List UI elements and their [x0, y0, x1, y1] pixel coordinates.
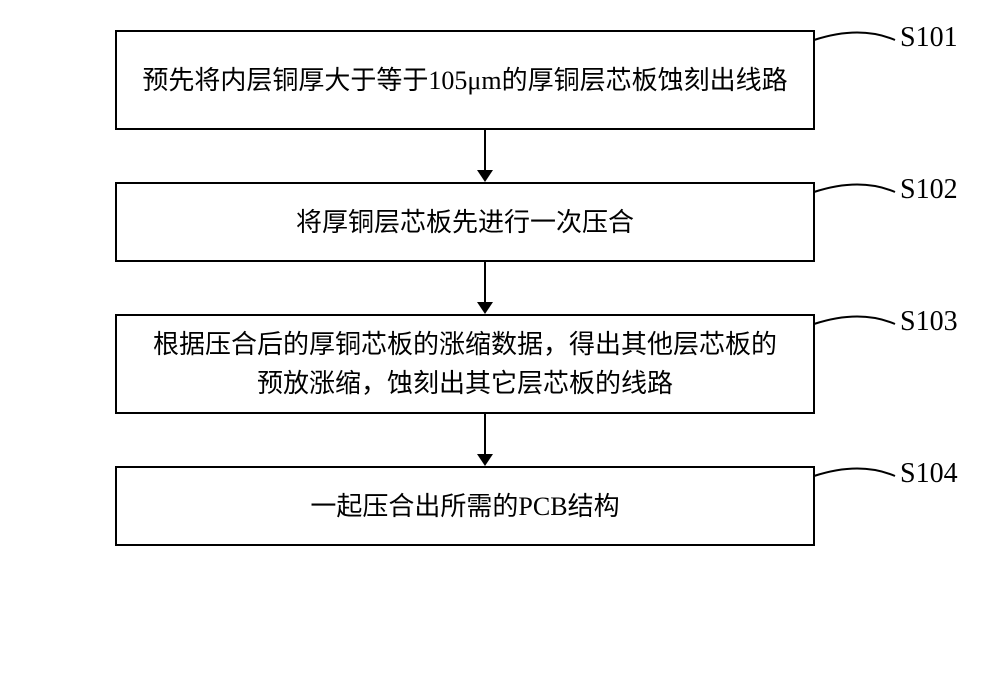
- step-label-4: S104: [900, 458, 958, 490]
- step-box-4: 一起压合出所需的PCB结构: [115, 466, 815, 546]
- step-container-4: 一起压合出所需的PCB结构 S104: [0, 466, 1000, 546]
- step-container-1: 预先将内层铜厚大于等于105μm的厚铜层芯板蚀刻出线路 S101: [0, 30, 1000, 130]
- step-text-2: 将厚铜层芯板先进行一次压合: [296, 203, 634, 242]
- step-label-1: S101: [900, 22, 958, 54]
- step-box-2: 将厚铜层芯板先进行一次压合: [115, 182, 815, 262]
- step-container-3: 根据压合后的厚铜芯板的涨缩数据，得出其他层芯板的预放涨缩，蚀刻出其它层芯板的线路…: [0, 314, 1000, 414]
- step-container-2: 将厚铜层芯板先进行一次压合 S102: [0, 182, 1000, 262]
- step-label-2: S102: [900, 174, 958, 206]
- step-box-3: 根据压合后的厚铜芯板的涨缩数据，得出其他层芯板的预放涨缩，蚀刻出其它层芯板的线路: [115, 314, 815, 414]
- step-text-4: 一起压合出所需的PCB结构: [310, 487, 619, 526]
- step-box-1: 预先将内层铜厚大于等于105μm的厚铜层芯板蚀刻出线路: [115, 30, 815, 130]
- arrow-3: [0, 414, 985, 466]
- step-label-3: S103: [900, 306, 958, 338]
- step-text-3: 根据压合后的厚铜芯板的涨缩数据，得出其他层芯板的预放涨缩，蚀刻出其它层芯板的线路: [141, 325, 789, 403]
- step-text-1: 预先将内层铜厚大于等于105μm的厚铜层芯板蚀刻出线路: [142, 61, 787, 100]
- arrow-1: [0, 130, 985, 182]
- arrow-2: [0, 262, 985, 314]
- flowchart-container: 预先将内层铜厚大于等于105μm的厚铜层芯板蚀刻出线路 S101 将厚铜层芯板先…: [0, 30, 1000, 546]
